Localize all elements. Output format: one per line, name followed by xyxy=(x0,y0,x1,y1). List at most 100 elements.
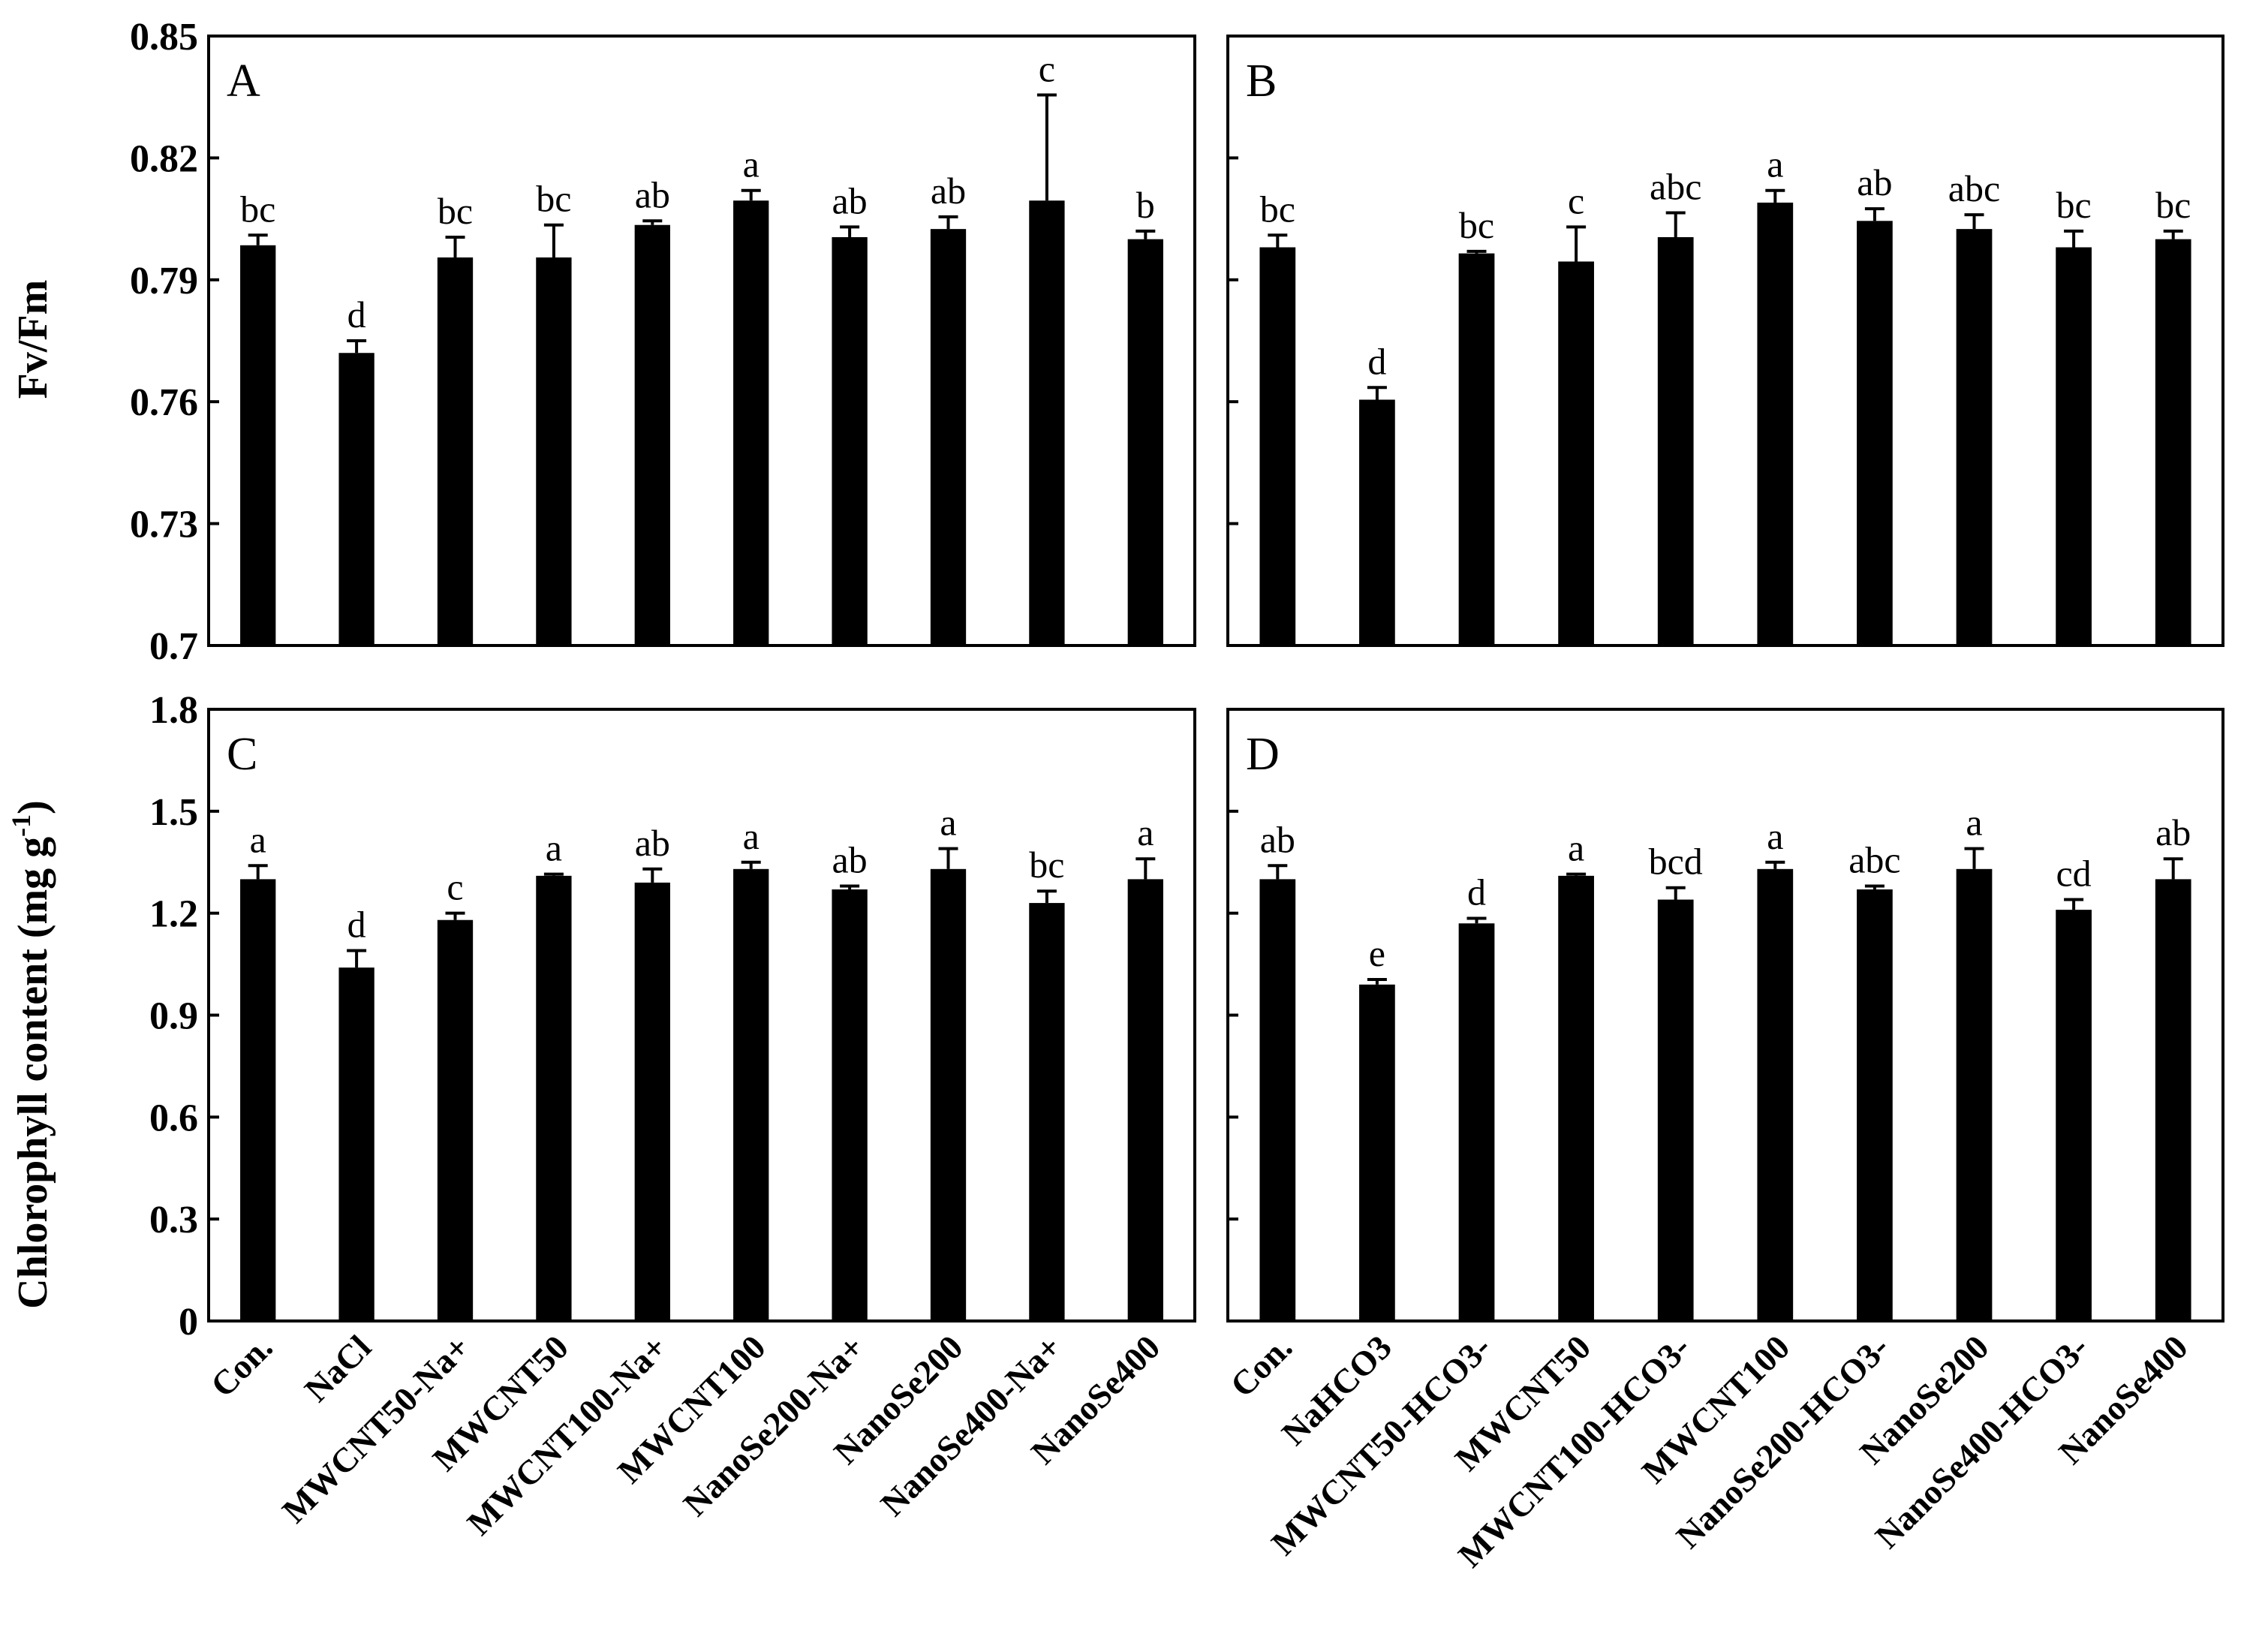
bar xyxy=(536,257,572,645)
significance-letter: bc xyxy=(1459,204,1494,246)
y-axis-title-fvfm: Fv/Fm xyxy=(10,280,56,399)
bar xyxy=(634,882,670,1321)
significance-letter: ab xyxy=(635,822,670,864)
significance-letter: bc xyxy=(536,178,571,220)
bar xyxy=(240,879,276,1321)
y-tick-label: 1.2 xyxy=(149,893,198,936)
bar xyxy=(338,353,375,645)
y-tick-label: 0.7 xyxy=(149,625,198,668)
y-tick-label: 0.6 xyxy=(149,1097,198,1139)
significance-letter: a xyxy=(743,815,760,857)
significance-letter: ab xyxy=(635,173,670,215)
significance-letter: abc xyxy=(1848,838,1900,880)
significance-letter: c xyxy=(1039,47,1055,89)
significance-letter: ab xyxy=(1260,818,1295,860)
panel-letter: A xyxy=(227,56,260,107)
bar xyxy=(1657,899,1694,1321)
bar xyxy=(437,257,474,645)
bar xyxy=(1956,229,1993,646)
significance-letter: ab xyxy=(2155,811,2191,853)
bar xyxy=(1857,221,1893,646)
significance-letter: bc xyxy=(1260,188,1295,230)
y-tick-label: 0.76 xyxy=(130,381,198,424)
y-axis-title-chlorophyll-sup: -1 xyxy=(6,814,36,837)
y-tick-label: 0.9 xyxy=(149,995,198,1038)
y-axis-title-chlorophyll-end: ) xyxy=(10,800,56,814)
panel-b: Bbc d bc c abc a ab abc bc bc xyxy=(1226,35,2224,647)
bar xyxy=(733,200,769,645)
bar xyxy=(1029,200,1065,645)
significance-letter: bc xyxy=(438,190,473,232)
panel-a: 0.85 0.82 0.79 0.76 0.73 0.7 Abc d bc bc ab a ab ab c b xyxy=(130,16,1196,668)
bar xyxy=(1458,923,1495,1321)
bar xyxy=(2155,239,2191,646)
significance-letter: cd xyxy=(2056,853,2091,895)
significance-letter: ab xyxy=(931,170,966,212)
bar xyxy=(733,868,769,1321)
bar xyxy=(2056,910,2092,1321)
bar xyxy=(536,875,572,1321)
significance-letter: abc xyxy=(1948,167,2000,209)
significance-letter: bc xyxy=(1029,844,1064,886)
y-tick-label: 0.85 xyxy=(130,16,198,59)
significance-letter: a xyxy=(1767,815,1783,857)
y-tick-label: 1.8 xyxy=(149,689,198,732)
significance-letter: ab xyxy=(1857,161,1892,203)
significance-letter: ab xyxy=(832,838,867,880)
bar xyxy=(1558,875,1594,1321)
bar xyxy=(1259,247,1296,645)
plot-frame xyxy=(207,35,1196,647)
bar xyxy=(634,224,670,646)
bar xyxy=(338,967,375,1321)
significance-letter: bcd xyxy=(1649,841,1703,883)
significance-letter: a xyxy=(1137,811,1154,853)
bar xyxy=(1558,261,1594,645)
panel-letter: C xyxy=(227,729,257,780)
bar xyxy=(832,236,868,646)
plot-frame xyxy=(1226,35,2224,647)
panel-letter: B xyxy=(1246,56,1277,107)
y-tick-label: 0.73 xyxy=(130,504,198,546)
significance-letter: d xyxy=(1467,871,1486,913)
bar xyxy=(832,889,868,1321)
significance-letter: ab xyxy=(832,179,867,221)
significance-letter: a xyxy=(1767,143,1783,185)
bar xyxy=(1359,984,1395,1321)
bar xyxy=(2056,247,2092,645)
significance-letter: bc xyxy=(240,188,275,230)
bar xyxy=(1757,868,1794,1321)
significance-letter: a xyxy=(546,827,562,869)
bar xyxy=(1127,879,1163,1321)
bar xyxy=(1857,889,1893,1321)
bar xyxy=(1956,868,1993,1321)
bar xyxy=(437,919,474,1321)
significance-letter: a xyxy=(940,802,956,844)
significance-letter: d xyxy=(347,903,366,945)
bar xyxy=(1259,879,1296,1321)
significance-letter: b xyxy=(1136,184,1155,226)
significance-letter: d xyxy=(1367,340,1386,382)
significance-letter: c xyxy=(1568,179,1584,221)
significance-letter: a xyxy=(250,818,266,860)
bar xyxy=(1757,202,1794,645)
y-tick-label: 0.82 xyxy=(130,137,198,180)
bar xyxy=(930,229,967,646)
y-axis-title-chlorophyll: Chlorophyll content (mg g-1) xyxy=(6,800,56,1309)
significance-letter: c xyxy=(447,866,463,908)
bar xyxy=(1029,903,1065,1321)
bar xyxy=(930,868,967,1321)
panel-letter: D xyxy=(1246,729,1280,780)
y-axis-title-chlorophyll-main: Chlorophyll content (mg g xyxy=(10,837,56,1309)
significance-letter: d xyxy=(347,293,366,336)
significance-letter: a xyxy=(743,143,760,185)
y-tick-label: 1.5 xyxy=(149,791,198,834)
significance-letter: a xyxy=(1568,827,1584,869)
y-tick-label: 0.79 xyxy=(130,260,198,302)
bar xyxy=(1657,236,1694,646)
bar xyxy=(1127,239,1163,646)
significance-letter: bc xyxy=(2155,184,2191,226)
bar xyxy=(1359,399,1395,645)
bar xyxy=(1458,253,1495,645)
y-tick-label: 0 xyxy=(179,1301,198,1344)
